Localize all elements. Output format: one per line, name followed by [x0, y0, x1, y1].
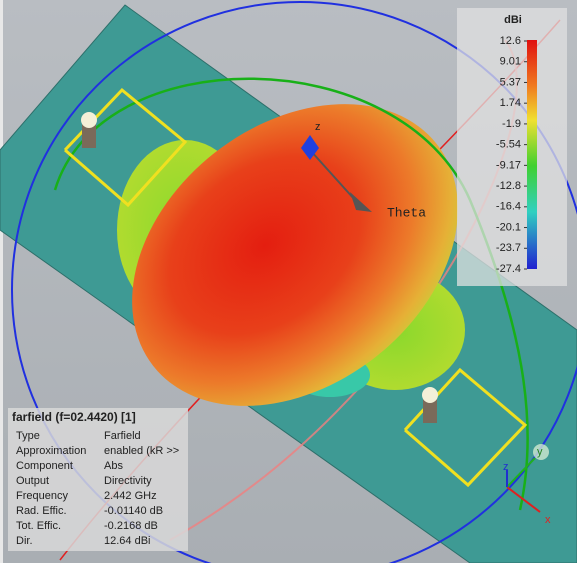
pin-head [81, 112, 97, 128]
info-value: 2.442 GHz [104, 490, 157, 502]
z-marker [301, 135, 319, 160]
colorbar-tick-label: 5.37 [500, 76, 521, 88]
theta-arrowhead [350, 192, 372, 212]
info-key: Component [16, 460, 73, 472]
patch [403, 367, 528, 488]
triad-z-label: z [503, 461, 509, 473]
phi-circle [11, 1, 577, 563]
colorbar-tick-label: -1.9 [502, 118, 521, 130]
colorbar-tick-label: 9.01 [500, 56, 521, 68]
triad-y [506, 457, 536, 488]
triad-y-label: y [537, 446, 543, 458]
colorbar-unit: dBi [504, 14, 522, 26]
colorbar-tick-label: -5.54 [496, 139, 521, 151]
info-value: enabled (kR >> [104, 445, 179, 457]
colorbar-tick-label: -27.4 [496, 263, 521, 275]
info-value: Directivity [104, 475, 152, 487]
info-key: Tot. Effic. [16, 520, 61, 532]
colorbar-tick-label: -12.8 [496, 180, 521, 192]
frame [0, 0, 3, 563]
info-background [8, 408, 188, 551]
info-value: Farfield [104, 430, 141, 442]
theta-label: Theta [387, 205, 426, 220]
triad-y-ball [533, 444, 549, 460]
theta-arc [53, 77, 529, 511]
pin-head [422, 387, 438, 403]
info-value: -0.2168 dB [104, 520, 158, 532]
colorbar-tick-label: 12.6 [500, 35, 521, 47]
colorbar-gradient [527, 40, 537, 269]
info-key: Rad. Effic. [16, 505, 67, 517]
colorbar-panel [457, 8, 567, 286]
colorbar-tick-label: -20.1 [496, 221, 521, 233]
info-value: -0.01140 dB [104, 505, 163, 517]
theta-arrow [309, 149, 356, 201]
main-lobe [132, 104, 458, 406]
triad-x [506, 486, 541, 513]
info-key: Output [16, 475, 49, 487]
info-value: Abs [104, 460, 123, 472]
info-panel: farfield (f=02.4420) [1] Type Farfield App… [8, 408, 188, 551]
info-title: farfield (f=02.4420) [1] [12, 410, 136, 424]
info-key: Frequency [16, 490, 68, 502]
colorbar-tick-label: -23.7 [496, 242, 521, 254]
info-key: Dir. [16, 535, 33, 547]
colorbar-tick-label: -16.4 [496, 201, 521, 213]
info-key: Approximation [16, 445, 86, 457]
info-value: 12.64 dBi [104, 535, 150, 547]
patch [63, 87, 188, 208]
colorbar-tick-label: 1.74 [500, 97, 521, 109]
info-key: Type [16, 430, 40, 442]
colorbar-tick-label: -9.17 [496, 159, 521, 171]
triad-x-label: x [545, 514, 551, 526]
colorbar: dBi 12.6 9.01 5.37 1.74 -1.9 -5.54 -9.17 -12.8 -… [457, 8, 567, 286]
z-label: z [315, 121, 321, 133]
